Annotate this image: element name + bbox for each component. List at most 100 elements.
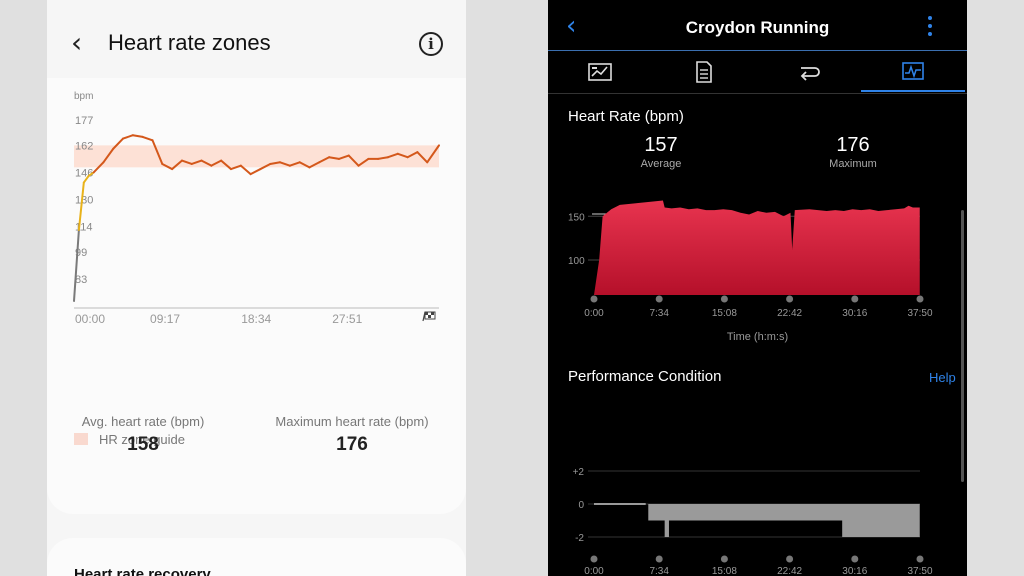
x-tick-label: 18:34 [241, 312, 271, 326]
y-tick-label: 83 [75, 274, 87, 286]
average-hr-label: Average [640, 158, 682, 170]
avg-heart-rate-value: 158 [127, 434, 159, 455]
x-tick-label: 7:34 [649, 308, 669, 319]
heart-rate-section-title: Heart Rate (bpm) [568, 108, 684, 125]
hr-line-segment [131, 134, 144, 138]
x-tick-dot [916, 295, 924, 303]
hr-line-segment [259, 162, 272, 171]
hr-line-segment [82, 174, 90, 184]
hr-zone-legend-label: HR zone guide [99, 432, 185, 447]
time-axis-label: Time (h:m:s) [726, 331, 789, 343]
hr-line-segment [102, 147, 115, 164]
card-title: Heart rate recovery [74, 566, 211, 576]
header: ‹ Heart rate zones i [47, 0, 466, 78]
hr-line-segment [279, 161, 291, 167]
performance-condition-title: Performance Condition [568, 368, 722, 385]
tab-bar [548, 51, 967, 94]
hr-line-segment [151, 139, 164, 165]
hr-line-segment [190, 159, 203, 165]
hr-line-segment [112, 137, 125, 150]
chart-card: bpm 177 162 146 130 114 99 83 00:00 09:17 18:34 27:… [47, 78, 466, 514]
hr-line-segment [377, 156, 389, 160]
activity-title: Croydon Running [685, 18, 830, 37]
x-tick-label: 37:50 [907, 566, 932, 576]
y-tick-label: 114 [75, 222, 93, 234]
overview-icon [588, 62, 612, 81]
x-tick-label: 15:08 [712, 308, 737, 319]
header: ‹ Croydon Running [548, 0, 967, 51]
hr-zone-band [74, 145, 439, 168]
hr-line-segment [229, 164, 242, 171]
maximum-hr-label: Maximum [829, 158, 877, 170]
x-tick-label: 22:42 [777, 566, 802, 576]
x-tick-dot [916, 555, 924, 563]
y-tick-label: +2 [573, 467, 585, 478]
x-tick-label: 09:17 [150, 312, 180, 326]
y-tick-label: 100 [568, 256, 585, 267]
x-tick-dot [786, 295, 794, 303]
hr-area-series [594, 200, 920, 295]
hr-line-segment [298, 161, 311, 169]
y-tick-label: 150 [568, 212, 585, 223]
hr-line-segment [141, 135, 154, 142]
tab-stats[interactable] [652, 51, 756, 92]
help-link[interactable]: Help [929, 370, 956, 385]
tab-charts[interactable] [861, 51, 965, 92]
x-tick-label: 30:16 [842, 566, 867, 576]
hr-line-segment [269, 161, 282, 165]
checkered-flag-icon [422, 311, 436, 322]
x-tick-dot [720, 295, 728, 303]
hr-line-segment [122, 134, 134, 140]
hr-line-segment [180, 159, 193, 165]
performance-condition-chart: +2 0 -2 0:00 7:34 15:08 22:42 30:16 37:50 [573, 467, 933, 576]
y-tick-label: -2 [575, 533, 584, 544]
more-vertical-icon[interactable] [928, 16, 936, 40]
hr-line-segment [308, 161, 321, 169]
heart-rate-area-chart: 150 100 0:00 7:34 15:08 22:42 30:16 37:50 [568, 200, 933, 319]
hr-line-segment [357, 157, 370, 167]
y-tick-label: 99 [75, 247, 87, 259]
x-tick-label: 22:42 [777, 308, 802, 319]
chart-icon [902, 61, 924, 80]
max-heart-rate-value: 176 [336, 434, 368, 455]
x-tick-label: 0:00 [584, 308, 604, 319]
hr-line-segment [318, 156, 331, 164]
x-tick-dot [655, 295, 663, 303]
x-tick-dot [590, 555, 598, 563]
hr-line-segment [73, 228, 80, 302]
y-tick-label: 0 [578, 500, 584, 511]
hr-line-segment [416, 151, 429, 164]
back-button[interactable]: ‹ [71, 28, 95, 58]
chevron-left-icon: ‹ [71, 26, 83, 59]
max-heart-rate-label: Maximum heart rate (bpm) [275, 414, 429, 429]
back-button[interactable]: ‹ [566, 12, 576, 40]
hr-line-segment [249, 168, 262, 176]
hr-line-segment [210, 159, 223, 167]
x-tick-dot [590, 295, 598, 303]
hr-line-segment [171, 159, 183, 171]
hr-zone-legend-swatch [74, 433, 88, 445]
hr-line-segment [200, 159, 213, 167]
x-tick-dot [720, 555, 728, 563]
y-axis-label: bpm [74, 91, 93, 102]
hr-line-segment [239, 164, 252, 176]
hr-line-segment [386, 152, 399, 159]
x-tick-label: 37:50 [907, 308, 932, 319]
y-tick-label: 130 [75, 195, 93, 207]
x-tick-label: 00:00 [75, 312, 105, 326]
hr-line-segment [220, 159, 232, 171]
scrollbar[interactable] [961, 210, 964, 482]
hr-line-segment [396, 152, 409, 159]
page-title: Heart rate zones [108, 30, 271, 55]
hr-line-segment [347, 154, 360, 167]
y-tick-label: 162 [75, 140, 93, 152]
x-tick-dot [851, 295, 859, 303]
avg-heart-rate-label: Avg. heart rate (bpm) [81, 414, 205, 429]
x-tick-label: 30:16 [842, 308, 867, 319]
chevron-left-icon: ‹ [566, 11, 577, 41]
heart-rate-recovery-card[interactable]: Heart rate recovery [47, 538, 466, 576]
tab-laps[interactable] [756, 51, 860, 92]
tab-overview[interactable] [548, 51, 652, 92]
info-icon[interactable]: i [419, 32, 443, 56]
average-hr-value: 157 [644, 134, 678, 156]
